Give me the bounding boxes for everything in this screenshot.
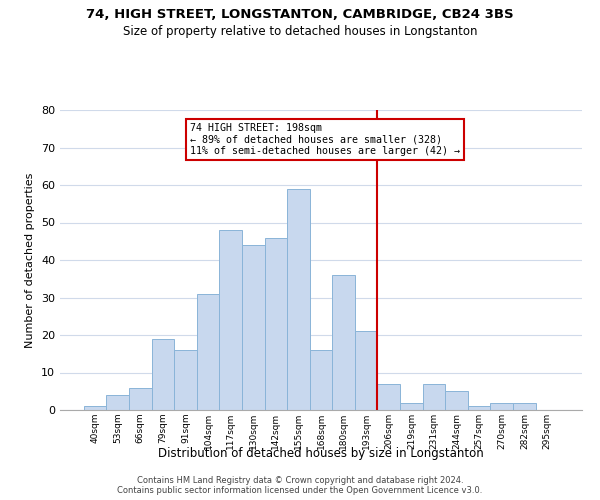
Bar bbox=[400, 402, 422, 410]
Bar bbox=[242, 245, 265, 410]
Bar bbox=[422, 384, 445, 410]
Bar bbox=[513, 402, 536, 410]
Bar bbox=[355, 331, 377, 410]
Bar bbox=[490, 402, 513, 410]
Bar bbox=[287, 188, 310, 410]
Bar bbox=[106, 395, 129, 410]
Bar bbox=[332, 275, 355, 410]
Bar bbox=[220, 230, 242, 410]
Bar bbox=[310, 350, 332, 410]
Text: Distribution of detached houses by size in Longstanton: Distribution of detached houses by size … bbox=[158, 448, 484, 460]
Bar bbox=[197, 294, 220, 410]
Bar bbox=[129, 388, 152, 410]
Bar bbox=[152, 339, 174, 410]
Bar bbox=[445, 391, 468, 410]
Bar bbox=[377, 384, 400, 410]
Text: 74 HIGH STREET: 198sqm
← 89% of detached houses are smaller (328)
11% of semi-de: 74 HIGH STREET: 198sqm ← 89% of detached… bbox=[190, 123, 460, 156]
Bar bbox=[468, 406, 490, 410]
Bar bbox=[174, 350, 197, 410]
Bar bbox=[265, 238, 287, 410]
Bar bbox=[84, 406, 106, 410]
Text: Contains HM Land Registry data © Crown copyright and database right 2024.
Contai: Contains HM Land Registry data © Crown c… bbox=[118, 476, 482, 495]
Text: 74, HIGH STREET, LONGSTANTON, CAMBRIDGE, CB24 3BS: 74, HIGH STREET, LONGSTANTON, CAMBRIDGE,… bbox=[86, 8, 514, 20]
Y-axis label: Number of detached properties: Number of detached properties bbox=[25, 172, 35, 348]
Text: Size of property relative to detached houses in Longstanton: Size of property relative to detached ho… bbox=[123, 25, 477, 38]
